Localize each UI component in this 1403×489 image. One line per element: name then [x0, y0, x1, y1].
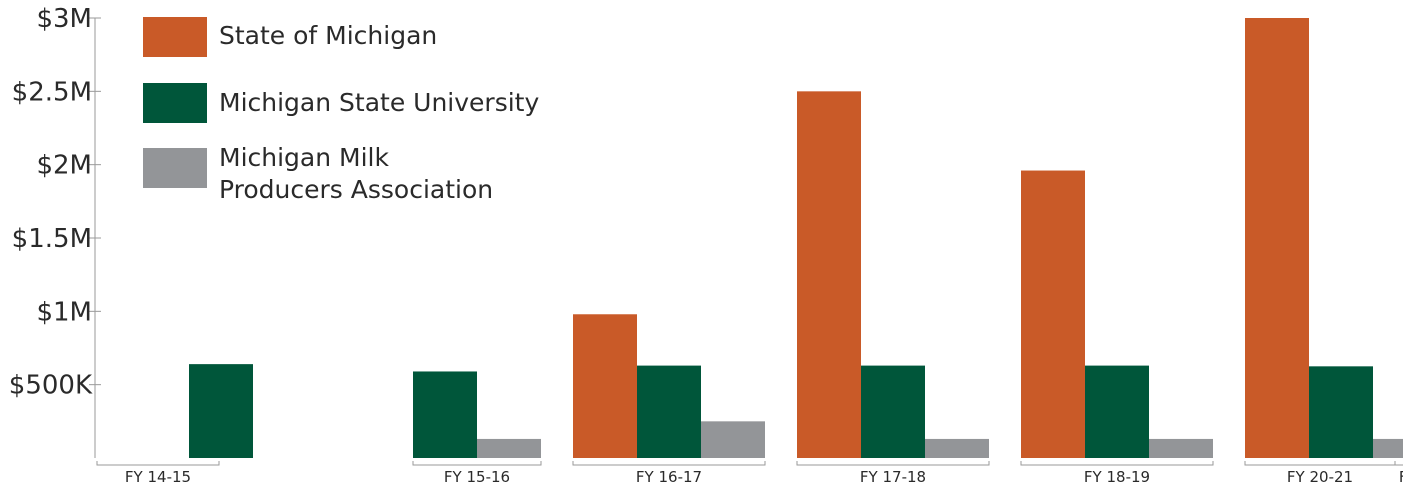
- y-tick-label: $1.5M: [12, 224, 92, 254]
- legend: State of Michigan Michigan State Universi…: [143, 17, 539, 204]
- x-category-bracket: [1244, 461, 1396, 466]
- bar-michigan-state-university-fy-15-16: [413, 371, 477, 458]
- x-tick-label: FY 16-17: [636, 468, 702, 486]
- y-tick-label: $2.5M: [12, 77, 92, 107]
- bar-michigan-state-university-fy-16-17: [637, 365, 701, 458]
- x-tick-label: FY 17-18: [860, 468, 926, 486]
- legend-label: Michigan Milk Producers Association: [219, 143, 493, 204]
- bar-state-of-michigan-fy-17-18: [797, 91, 861, 458]
- legend-label: State of Michigan: [219, 21, 437, 50]
- y-tick-label: $3M: [36, 4, 92, 34]
- bar-michigan-milk-producers-association-fy-17-18: [925, 438, 989, 458]
- y-tick-label: $2M: [36, 151, 92, 181]
- legend-swatch: [143, 148, 207, 188]
- bar-state-of-michigan-fy-18-19: [1021, 170, 1085, 459]
- x-category-bracket: [412, 461, 542, 466]
- bars: [189, 18, 1403, 459]
- bar-michigan-state-university-fy-14-15: [189, 364, 253, 458]
- bar-state-of-michigan-fy-16-17: [573, 314, 637, 458]
- x-tick-label: FY 15-16: [444, 468, 510, 486]
- bar-state-of-michigan-fy-20-21: [1245, 18, 1309, 458]
- bar-michigan-state-university-fy-20-21: [1309, 366, 1373, 458]
- legend-swatch: [143, 83, 207, 123]
- x-category-bracket: [796, 461, 990, 466]
- y-tick-label: $1M: [36, 297, 92, 327]
- x-category-bracket: [1020, 461, 1214, 466]
- bar-michigan-state-university-fy-18-19: [1085, 365, 1149, 458]
- y-tick-label: $500K: [9, 371, 93, 401]
- bar-michigan-milk-producers-association-fy-18-19: [1149, 438, 1213, 458]
- legend-swatch: [143, 17, 207, 57]
- y-axis: $500K $1M $1.5M $2M $2.5M $3M: [9, 4, 101, 458]
- x-axis: FY 14-15 FY 15-16 FY 16-17 FY 17-18 FY 18-19…: [96, 461, 1403, 486]
- x-tick-label: FY 14-15: [125, 468, 191, 486]
- bar-michigan-milk-producers-association-fy-15-16: [477, 438, 541, 458]
- x-category-bracket: [96, 461, 220, 466]
- x-tick-label: FY 18-19: [1084, 468, 1150, 486]
- x-category-bracket: [1394, 461, 1403, 466]
- bar-michigan-milk-producers-association-fy-16-17: [701, 421, 765, 458]
- bar-michigan-state-university-fy-17-18: [861, 365, 925, 458]
- legend-label: Michigan State University: [219, 88, 539, 117]
- x-category-bracket: [572, 461, 766, 466]
- bar-michigan-milk-producers-association-fy-20-21: [1373, 438, 1403, 458]
- x-tick-label: FY 20-21: [1287, 468, 1353, 486]
- x-tick-label: FY 21-22: [1399, 468, 1403, 486]
